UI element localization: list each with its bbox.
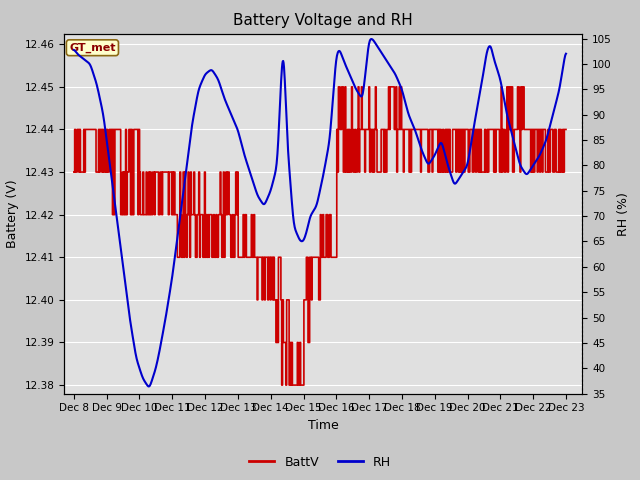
X-axis label: Time: Time	[308, 419, 339, 432]
Title: Battery Voltage and RH: Battery Voltage and RH	[234, 13, 413, 28]
Legend: BattV, RH: BattV, RH	[244, 451, 396, 474]
Text: GT_met: GT_met	[69, 43, 116, 53]
Y-axis label: Battery (V): Battery (V)	[6, 180, 19, 248]
Y-axis label: RH (%): RH (%)	[618, 192, 630, 236]
